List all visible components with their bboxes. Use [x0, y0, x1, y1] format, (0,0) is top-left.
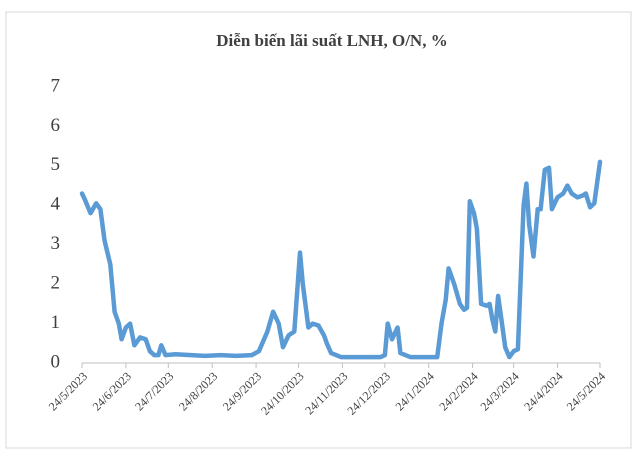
y-tick-label: 6 [51, 115, 61, 136]
y-tick-label: 4 [51, 194, 61, 215]
y-tick-label: 5 [51, 154, 61, 175]
y-tick-label: 1 [51, 312, 61, 333]
y-tick-label: 3 [51, 233, 61, 254]
y-tick-label: 7 [51, 75, 61, 96]
chart-frame [5, 11, 632, 449]
chart-title: Diễn biến lãi suất LNH, O/N, % [216, 31, 447, 50]
y-tick-label: 0 [51, 351, 61, 372]
y-tick-label: 2 [51, 273, 61, 294]
line [79, 159, 603, 360]
